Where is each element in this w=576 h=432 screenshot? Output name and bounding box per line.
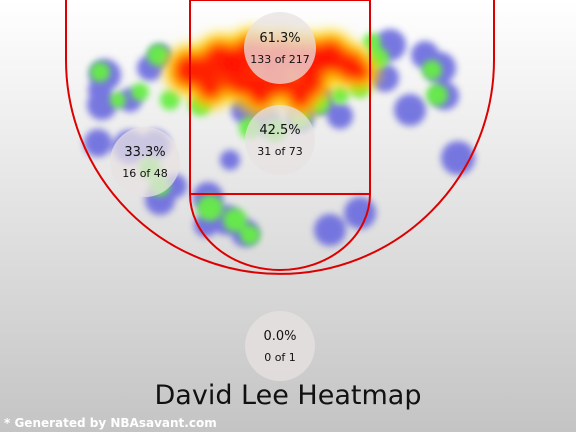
density-blob-core-0 [223, 55, 241, 73]
density-blob-low-10 [344, 197, 376, 229]
zone-paint-lower: 42.5% 31 of 73 [245, 105, 315, 175]
density-blob-mid-10 [422, 60, 442, 80]
density-blob-low-15 [394, 94, 426, 126]
zone-paint-upper: 61.3% 133 of 217 [244, 12, 316, 84]
density-blob-high-14 [348, 60, 372, 84]
zone-bubble [245, 311, 315, 381]
density-blob-high-10 [196, 74, 224, 102]
zone-percentage: 61.3% [259, 31, 300, 46]
zone-long-range: 0.0% 0 of 1 [245, 311, 315, 381]
zone-percentage: 0.0% [263, 329, 296, 344]
density-blob-core-4 [248, 78, 262, 92]
density-blob-mid-9 [426, 84, 448, 106]
zone-left-wing: 33.3% 16 of 48 [110, 127, 180, 197]
zone-percentage: 33.3% [124, 145, 165, 160]
zone-made-of-attempts: 16 of 48 [122, 167, 168, 180]
density-blob-mid-6 [197, 195, 223, 221]
density-blob-mid-2 [131, 83, 149, 101]
density-blob-low-29 [220, 150, 240, 170]
density-blob-high-13 [173, 63, 197, 87]
zone-percentage: 42.5% [259, 123, 300, 138]
generated-by-credit: * Generated by NBAsavant.com [4, 416, 217, 430]
zone-made-of-attempts: 31 of 73 [257, 145, 303, 158]
zone-made-of-attempts: 0 of 1 [264, 351, 296, 364]
zone-bubble [110, 127, 180, 197]
zone-made-of-attempts: 133 of 217 [250, 53, 310, 66]
density-blob-low-9 [314, 214, 346, 246]
density-blob-low-28 [327, 103, 353, 129]
density-blob-core-3 [317, 54, 333, 70]
chart-title: David Lee Heatmap [0, 380, 576, 411]
density-blob-mid-1 [110, 92, 126, 108]
zone-bubble [244, 12, 316, 84]
density-blob-mid-8 [240, 225, 260, 245]
zone-bubble [245, 105, 315, 175]
density-blob-mid-19 [363, 33, 381, 51]
density-blob-mid-0 [90, 62, 110, 82]
density-blob-mid-3 [147, 44, 169, 66]
density-blob-mid-15 [160, 90, 180, 110]
